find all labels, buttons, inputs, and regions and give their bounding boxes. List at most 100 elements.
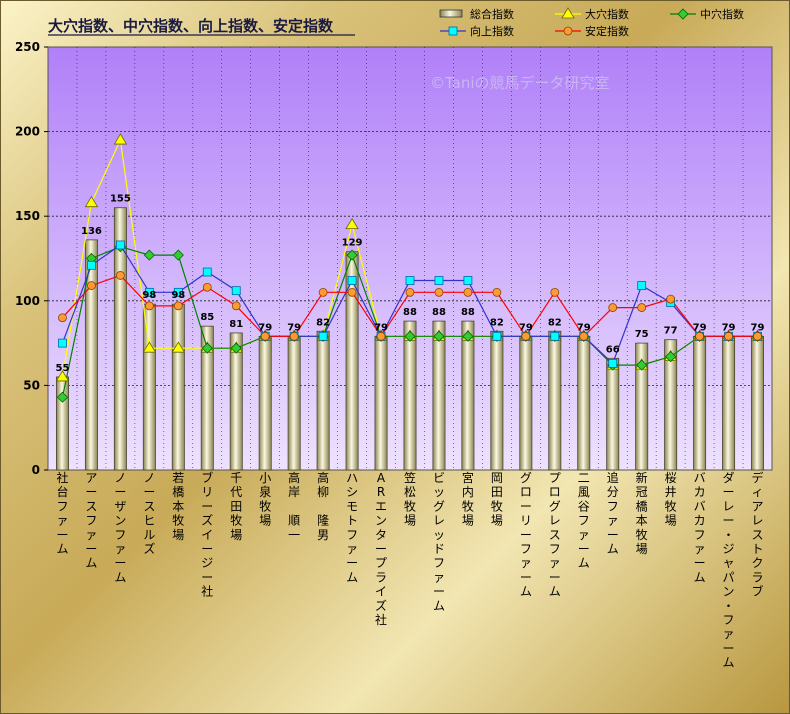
marker-circle: [637, 303, 647, 312]
marker-circle: [463, 287, 473, 297]
category-label: 桜井牧場: [665, 471, 677, 528]
category-label: 新冠橋本牧場: [636, 470, 648, 556]
marker-circle: [492, 287, 502, 297]
marker-square: [463, 276, 473, 285]
marker-circle: [173, 301, 183, 311]
marker-triangle: [113, 133, 128, 145]
marker-triangle: [142, 341, 157, 353]
data-label: 88: [403, 307, 417, 318]
bar: [84, 239, 98, 471]
data-label: 79: [287, 322, 301, 333]
marker-triangle: [171, 341, 186, 353]
category-label: 高岸 順一: [288, 470, 300, 542]
bar: [403, 320, 417, 471]
marker-circle: [666, 294, 676, 304]
legend-label: 中穴指数: [700, 7, 744, 21]
marker-diamond: [636, 359, 648, 371]
data-label: 82: [490, 317, 504, 328]
marker-diamond: [665, 351, 677, 363]
marker-diamond: [201, 342, 213, 354]
y-tick-label: 150: [15, 209, 40, 223]
category-label: ハシモトファーム: [346, 471, 358, 584]
category-label: ノースヒルズ: [143, 471, 155, 556]
legend-marker-circle: [563, 26, 573, 36]
bar: [751, 335, 765, 471]
data-label: 98: [142, 290, 156, 301]
marker-diamond: [230, 342, 242, 354]
marker-square: [550, 331, 560, 341]
legend-marker-diamond: [677, 8, 689, 20]
category-label: 二風谷ファーム: [578, 471, 590, 570]
bar: [606, 357, 620, 471]
bar: [374, 335, 388, 471]
marker-square: [173, 287, 183, 297]
category-label: グローリーファーム: [520, 471, 532, 599]
marker-circle: [144, 301, 154, 311]
legend-label: 向上指数: [470, 24, 514, 38]
data-label: 85: [200, 312, 214, 323]
bar: [258, 335, 272, 471]
category-label: ダーレー・ジャパン・ファーム: [723, 470, 735, 670]
category-label: ディアレストクラブ: [752, 470, 764, 599]
data-label: 79: [258, 322, 272, 333]
marker-diamond: [462, 330, 474, 342]
category-label: ノーザンファーム: [114, 471, 126, 584]
marker-circle: [289, 331, 299, 341]
bar: [432, 320, 446, 471]
marker-circle: [318, 287, 328, 297]
bar: [316, 330, 330, 471]
data-label: 79: [693, 322, 707, 333]
data-label: 129: [342, 238, 363, 249]
marker-square: [608, 359, 618, 368]
y-tick-label: 250: [15, 40, 40, 54]
marker-diamond: [433, 330, 445, 342]
data-label: 88: [432, 307, 446, 318]
marker-square: [144, 287, 154, 297]
marker-circle: [376, 331, 386, 341]
category-label: アースファーム: [85, 471, 97, 570]
category-label: 社台ファーム: [56, 470, 68, 556]
y-tick-label: 0: [32, 463, 40, 477]
bar: [171, 303, 185, 471]
legend-label: 総合指数: [470, 7, 514, 21]
marker-square: [318, 331, 328, 341]
bar: [519, 335, 533, 471]
data-label: 55: [56, 363, 70, 374]
marker-square: [405, 276, 415, 285]
marker-triangle: [345, 217, 359, 230]
marker-square: [116, 240, 125, 250]
data-label: 155: [110, 194, 131, 205]
category-label: バカバカファーム: [694, 471, 706, 584]
marker-diamond: [172, 249, 184, 261]
category-label: ビッグレッドファーム: [433, 471, 445, 613]
bar: [229, 332, 243, 471]
category-label: 若橋本牧場: [172, 471, 184, 542]
data-label: 66: [606, 344, 620, 355]
marker-triangle: [84, 195, 99, 208]
bar: [55, 376, 69, 471]
category-label: 笠松牧場: [404, 470, 416, 528]
marker-circle: [58, 313, 67, 323]
marker-square: [202, 267, 212, 277]
data-labels: 55 136 155 98 98 85 81 79 79 82 129 79 88 88 88 82 79 82 7…: [56, 194, 765, 374]
data-label: 98: [171, 290, 185, 301]
marker-square: [58, 338, 67, 348]
category-label: 高柳 隆男: [317, 470, 329, 542]
marker-circle: [608, 303, 618, 312]
marker-circle: [434, 287, 444, 297]
category-label: プログレスファーム: [549, 471, 561, 599]
marker-circle: [260, 331, 270, 341]
marker-diamond: [56, 391, 69, 403]
y-tick-label: 200: [15, 125, 40, 139]
bar: [664, 339, 678, 471]
bar: [200, 325, 214, 471]
bar: [287, 335, 301, 471]
category-label: A R エンタープライズ社: [375, 471, 387, 627]
legend-label: 安定指数: [585, 24, 629, 38]
data-label: 81: [229, 319, 243, 330]
legend-label: 大穴指数: [585, 7, 629, 21]
bar: [142, 303, 156, 471]
marker-circle: [347, 287, 357, 297]
bar: [577, 335, 591, 471]
